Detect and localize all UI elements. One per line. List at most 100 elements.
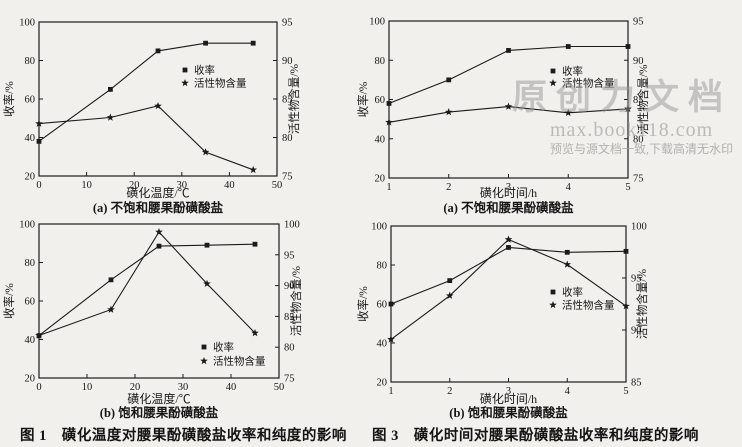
data-point-star-marker	[201, 148, 210, 156]
x-axis-title: 磺化温度/℃	[126, 185, 189, 200]
left-axis-tick-label: 80	[375, 56, 386, 67]
data-point-square-marker	[550, 68, 556, 74]
data-point-star-marker	[445, 291, 454, 299]
series-line-star	[38, 231, 256, 337]
x-axis-tick-label: 5	[623, 386, 628, 397]
data-point-star-marker	[549, 301, 557, 309]
data-point-square-marker	[625, 44, 631, 49]
x-axis-tick-label: 3	[506, 182, 511, 193]
legend-label: 收率	[213, 341, 234, 354]
right-axis-tick-label: 90	[631, 326, 642, 337]
data-point-square-marker	[506, 48, 511, 53]
data-point-star-marker	[549, 79, 557, 87]
data-point-star-marker	[203, 279, 211, 287]
left-axis-tick-label: 100	[19, 18, 35, 29]
data-point-star-marker	[504, 235, 513, 243]
data-point-square-marker	[446, 77, 452, 83]
data-point-square-marker	[252, 241, 258, 247]
right-axis-tick-label: 80	[282, 133, 293, 144]
right-axis-tick-label: 75	[284, 374, 295, 385]
series-line-star	[388, 106, 629, 123]
left-axis-tick-label: 60	[375, 95, 386, 106]
data-point-square-marker	[36, 138, 42, 144]
x-axis-tick-label: 4	[566, 182, 572, 193]
left-axis-tick-label: 60	[25, 297, 36, 308]
x-axis-tick-label: 3	[506, 386, 511, 397]
chart-fig3a: 1 2 3 4 5 20 40 60 80 100 75 80 85 90 95 收率/% 活性物含量/% 磺化时…	[356, 17, 650, 216]
left-axis-tick-label: 40	[25, 335, 36, 346]
data-point-star-marker	[385, 118, 393, 126]
data-point-square-marker	[108, 277, 114, 283]
data-point-star-marker	[35, 119, 43, 127]
x-axis-tick-label: 4	[565, 386, 571, 397]
x-axis-tick-label: 20	[130, 382, 141, 393]
data-point-square-marker	[565, 44, 571, 49]
right-axis-tick-label: 75	[633, 174, 644, 185]
data-point-star-marker	[200, 357, 208, 365]
data-point-square-marker	[250, 40, 256, 46]
series-line-square	[390, 246, 627, 305]
left-axis-tick-label: 100	[369, 17, 385, 28]
x-axis-tick-label: 1	[386, 182, 391, 193]
data-point-star-marker	[107, 305, 115, 313]
data-point-square-marker	[201, 344, 207, 350]
left-axis-tick-label: 100	[371, 222, 387, 233]
data-point-star-marker	[563, 260, 572, 268]
x-axis-title: 磺化时间/h	[480, 392, 537, 406]
data-point-square-marker	[623, 248, 629, 254]
data-point-square-marker	[550, 289, 556, 295]
x-axis-tick-label: 1	[388, 386, 393, 397]
left-axis-title: 收率/%	[356, 81, 370, 117]
data-point-star-marker	[181, 79, 189, 87]
right-axis-tick-label: 85	[284, 312, 295, 323]
x-axis-tick-label: 30	[178, 382, 189, 393]
right-axis-tick-label: 95	[282, 18, 293, 29]
right-axis-tick-label: 85	[631, 378, 642, 389]
right-axis-tick-label: 95	[284, 250, 295, 261]
plot-frame	[38, 21, 278, 177]
data-point-square-marker	[155, 48, 161, 54]
x-axis-tick-label: 40	[226, 382, 237, 393]
data-point-square-marker	[182, 67, 188, 73]
figure1-caption: 图 1 磺化温度对腰果酚磺酸盐收率和纯度的影响	[20, 428, 347, 444]
left-axis-tick-label: 20	[25, 172, 36, 183]
data-point-square-marker	[156, 243, 162, 249]
right-axis-tick-label: 90	[282, 56, 293, 67]
subplot-caption: (a) 不饱和腰果酚磺酸盐	[443, 200, 574, 215]
left-axis-tick-label: 80	[25, 258, 36, 269]
x-axis-tick-label: 30	[177, 180, 188, 191]
x-axis-title: 磺化温度/℃	[127, 391, 190, 406]
left-axis-tick-label: 60	[25, 95, 36, 106]
left-axis-tick-label: 40	[377, 339, 388, 350]
legend-label: 活性物含量	[213, 355, 266, 368]
data-point-star-marker	[444, 108, 453, 116]
left-axis-tick-label: 100	[19, 220, 35, 231]
data-point-star-marker	[154, 101, 162, 110]
data-point-square-marker	[203, 40, 208, 46]
left-axis-tick-label: 20	[25, 374, 36, 385]
right-axis-tick-label: 75	[282, 172, 293, 183]
x-axis-tick-label: 0	[36, 180, 41, 191]
subplot-caption: (b) 饱和腰果酚磺酸盐	[100, 405, 219, 420]
right-axis-tick-label: 100	[284, 220, 300, 231]
left-axis-tick-label: 60	[377, 300, 388, 311]
left-axis-tick-label: 40	[375, 134, 386, 145]
right-axis-tick-label: 85	[633, 95, 644, 106]
data-point-star-marker	[251, 329, 259, 337]
left-axis-tick-label: 40	[25, 133, 36, 144]
data-point-square-marker	[447, 278, 453, 283]
right-axis-title: 活性物含量/%	[635, 268, 649, 339]
legend-label: 活性物含量	[562, 77, 615, 90]
legend-label: 活性物含量	[194, 77, 247, 90]
series-line-square	[38, 243, 256, 337]
left-axis-tick-label: 20	[377, 378, 388, 389]
x-axis-tick-label: 20	[129, 180, 140, 191]
left-axis-tick-label: 80	[25, 56, 36, 67]
right-axis-tick-label: 90	[284, 281, 295, 292]
series-line-star	[38, 105, 254, 171]
chart-fig1b: 0 10 20 30 40 50 20 40 60 80 100 75 80 85 90 95 100 收率/% 活…	[2, 220, 303, 421]
data-point-star-marker	[249, 165, 257, 174]
series-line-square	[388, 45, 628, 104]
